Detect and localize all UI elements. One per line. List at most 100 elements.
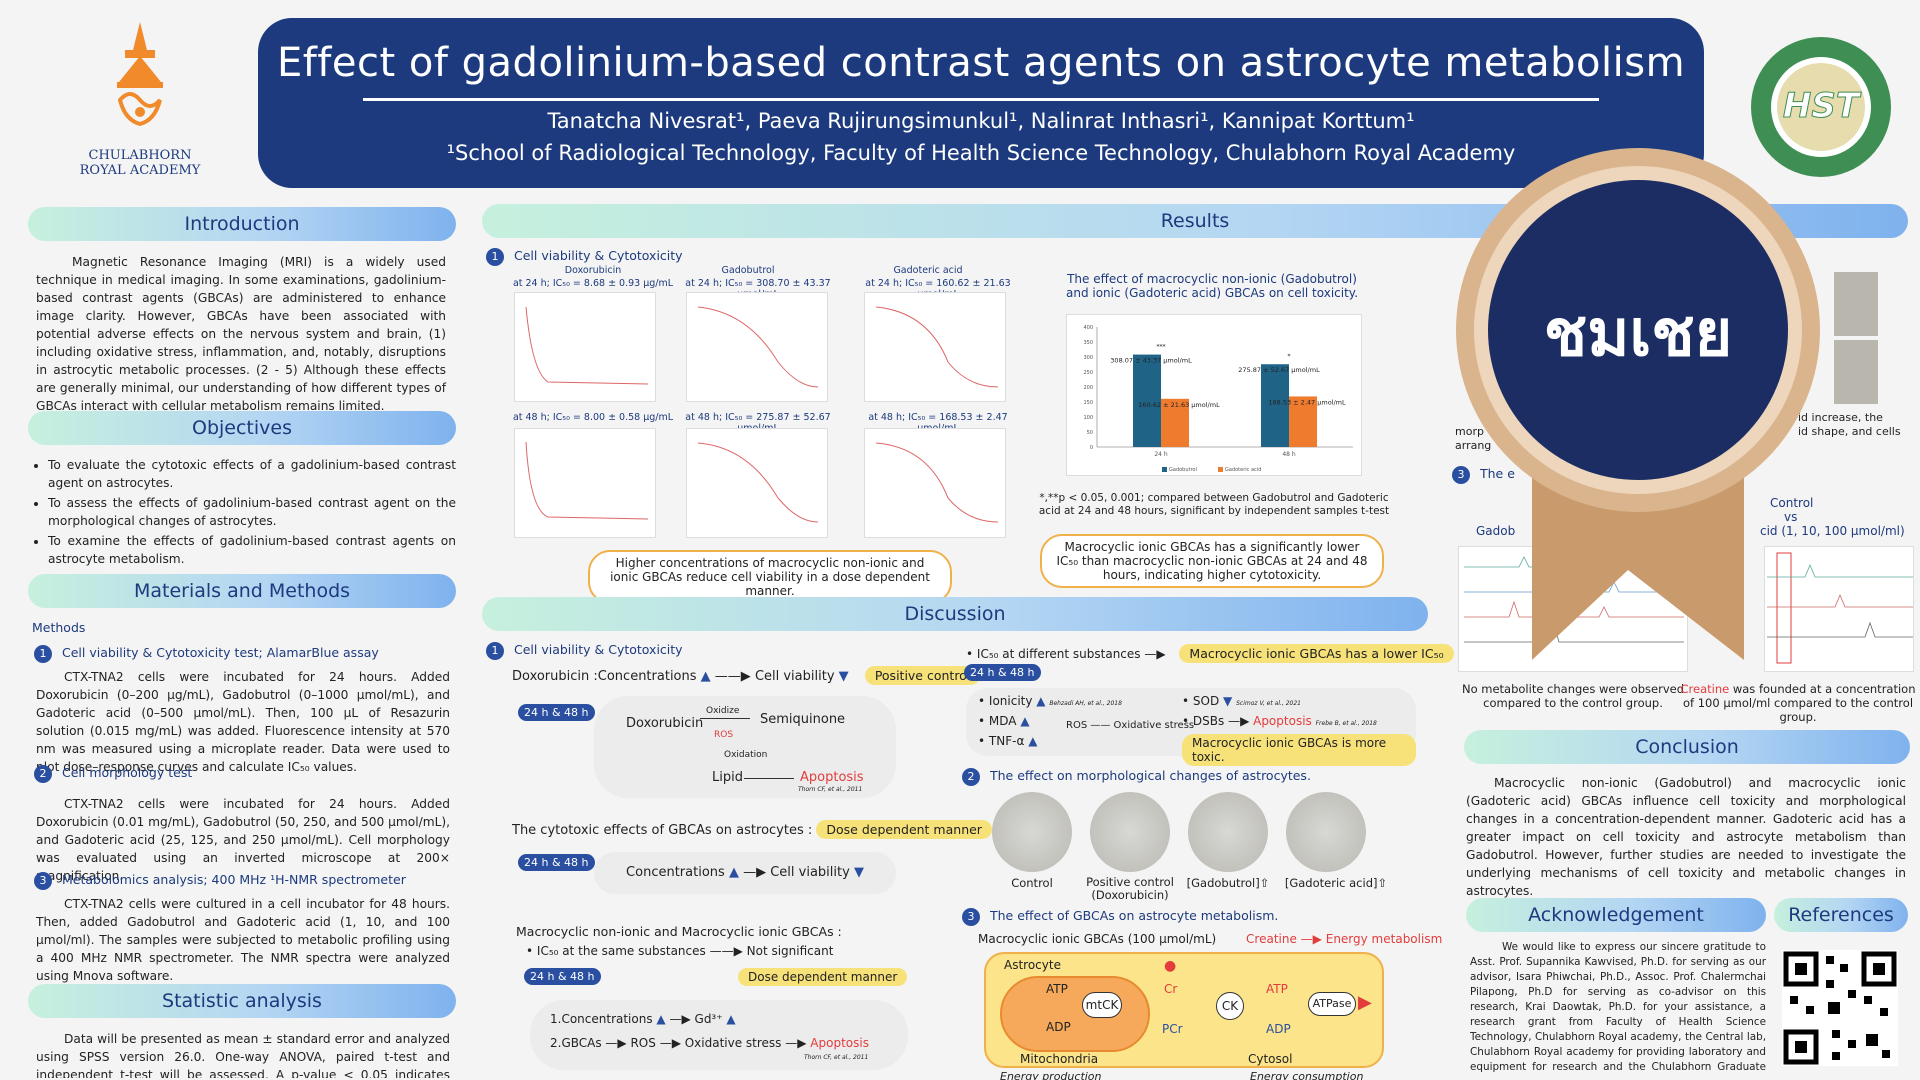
step-title: Metabolomics analysis; 400 MHz ¹H-NMR sp… (62, 872, 406, 887)
y-tick-label: 150 (1083, 400, 1093, 406)
gbca-mechanism-box: 1.Concentrations ▲ —▶ Gd³⁺ ▲ 2.GBCAs —▶ … (530, 1000, 908, 1070)
statistic-header: Statistic analysis (28, 984, 456, 1018)
pathway-cite: Thorn CF, et al., 2011 (798, 786, 863, 793)
bar (1133, 354, 1161, 447)
macro-label: Macrocyclic non-ionic and Macrocyclic io… (516, 924, 842, 939)
section-title: The e (1480, 466, 1515, 481)
conclusion-header: Conclusion (1464, 730, 1910, 764)
section-number: 1 (486, 248, 504, 266)
ros-stress: ROS —— Oxidative stress (1066, 720, 1195, 731)
arrow-right-icon: ▶ (1358, 992, 1372, 1013)
dose-curve (875, 306, 999, 388)
step-title: Cell viability & Cytotoxicity test; Alam… (62, 645, 379, 660)
drug-label: Gadoteric acid (893, 265, 963, 276)
atp-label: ATP (1046, 982, 1068, 996)
spectrum-line (1767, 563, 1913, 578)
ic50-label: at 24 h; IC₅₀ = 8.68 ± 0.93 μg/mL (512, 278, 674, 289)
discussion-sec1-title: 1 Cell viability & Cytotoxicity (486, 642, 683, 660)
more-toxic-tag: Macrocyclic ionic GBCAs is more toxic. (1182, 734, 1416, 766)
tnf-row: • TNF-α ▲ (978, 734, 1038, 748)
dose-curve (697, 442, 819, 523)
methods-label: Methods (32, 620, 86, 635)
not-significant-label: Not significant (746, 944, 834, 958)
bar-data-label: 308.07 ± 43.37 μmol/mL (1110, 357, 1192, 365)
section-number: 1 (486, 642, 504, 660)
method-step-1-title: 1 Cell viability & Cytotoxicity test; Ala… (34, 645, 379, 663)
x-tick-label: 48 h (1282, 451, 1296, 458)
section-title: Cell viability & Cytotoxicity (514, 248, 683, 263)
acknowledgement-text: We would like to express our sincere gra… (1470, 941, 1766, 1073)
objective-item: To examine the effects of gadolinium-bas… (48, 532, 456, 568)
results-sec1-title: 1 Cell viability & Cytotoxicity (486, 248, 683, 266)
hst-text: HST (1782, 86, 1860, 127)
apoptosis-label: Apoptosis (810, 1036, 869, 1050)
crown-emblem-icon (117, 22, 163, 127)
y-tick-label: 100 (1083, 415, 1093, 421)
cell-viability-label: Cell viability (770, 865, 850, 880)
objective-item: To assess the effects of gadolinium-base… (48, 494, 456, 530)
legend-swatch (1218, 467, 1223, 472)
bar (1261, 364, 1289, 447)
energy-production-label: Energy production (1000, 1070, 1102, 1080)
concentration-box: Concentrations ▲ —▶ Cell viability ▼ (594, 852, 896, 894)
dose-curve-plot (864, 292, 1006, 402)
qr-code[interactable] (1782, 950, 1898, 1066)
atpase-node: ATPase (1308, 992, 1356, 1016)
ic50-diff-row: • IC₅₀ at different substances —▶ Macroc… (966, 644, 1454, 663)
dose-curve (875, 442, 999, 523)
arrow-up-icon: ▲ (1020, 714, 1030, 728)
concentrations-label: Concentrations (626, 865, 725, 880)
section-title: Cell viability & Cytotoxicity (514, 642, 683, 657)
discussion-header: Discussion (482, 597, 1428, 631)
y-tick-label: 350 (1083, 340, 1093, 346)
award-badge: ชมเชย (1448, 140, 1828, 700)
methods-header: Materials and Methods (28, 574, 456, 608)
sod-row: • SOD ▼ Scimoz V, et al., 2021 (1182, 694, 1301, 708)
affiliation: ¹School of Radiological Technology, Facu… (446, 141, 1516, 165)
dose-response-grid: Doxorubicin Gadobutrol Gadoteric acid at… (508, 262, 1028, 550)
nmr-spectrum-svg (1767, 552, 1913, 664)
mechanism-line-2: 2.GBCAs —▶ ROS —▶ Oxidative stress —▶ Ap… (550, 1036, 869, 1050)
highlight-box (1776, 552, 1792, 664)
mitochondria-label: Mitochondria (1020, 1052, 1099, 1066)
control-label: Control (1770, 496, 1814, 510)
mitochondria-shape (1000, 976, 1150, 1052)
method-step-3-text: CTX-TNA2 cells were cultured in a cell i… (36, 897, 450, 983)
time-tag: 24 h & 48 h (524, 968, 601, 985)
dox-row: Doxorubicin :Concentrations ▲ ——▶ Cell v… (512, 666, 981, 685)
bar-data-label: 275.87 ± 52.67 μmol/mL (1238, 366, 1320, 374)
pathway-apoptosis: Apoptosis (800, 770, 864, 785)
introduction-text: Magnetic Resonance Imaging (MRI) is a wi… (36, 255, 446, 413)
ros-label: ROS (630, 1036, 656, 1050)
y-tick-label: 50 (1087, 430, 1093, 436)
y-tick-label: 250 (1083, 370, 1093, 376)
ionicity-box: • Ionicity ▲ Behzadi AH, et al., 2018 • … (966, 688, 1416, 766)
introduction-header: Introduction (28, 207, 456, 241)
legend-label: Gadobutrol (1169, 467, 1197, 473)
arrow-up-icon: ▲ (700, 669, 711, 684)
results-sec3-title: 3 The e (1452, 466, 1515, 484)
section-title: The effect on morphological changes of a… (990, 768, 1311, 783)
discussion-sec2-title: 2 The effect on morphological changes of … (962, 768, 1311, 786)
step-number: 3 (34, 872, 52, 890)
bar-note: Macrocyclic ionic GBCAs has a significan… (1040, 534, 1384, 588)
dose-curve (525, 306, 649, 385)
method-step-2-title: 2 Cell morphology test (34, 765, 192, 783)
arrow-down-icon: ▼ (853, 865, 864, 880)
dose-curve (697, 306, 819, 388)
oxidative-stress-label: Oxidative stress (684, 1036, 782, 1050)
ionicity-row: • Ionicity ▲ Behzadi AH, et al., 2018 (978, 694, 1122, 708)
pathway-dox: Doxorubicin (626, 716, 704, 731)
ic50-diff-label: IC₅₀ at different substances (976, 647, 1141, 661)
mechanism-cite: Thorn CF, et al., 2011 (804, 1054, 869, 1061)
method-step-2-text: CTX-TNA2 cells were incubated for 24 hou… (36, 797, 450, 883)
pathway-arrow (700, 718, 750, 719)
arrow-down-icon: ▼ (838, 669, 849, 684)
logo-line2: ROYAL ACADEMY (79, 163, 201, 178)
time-tag: 24 h & 48 h (964, 664, 1041, 681)
poster-title: Effect of gadolinium-based contrast agen… (276, 40, 1686, 86)
hst-logo: HST (1748, 34, 1894, 180)
time-tag: 24 h & 48 h (518, 854, 595, 871)
positive-control-tag: Positive control (864, 666, 981, 685)
hst-seal-icon (1751, 37, 1891, 177)
